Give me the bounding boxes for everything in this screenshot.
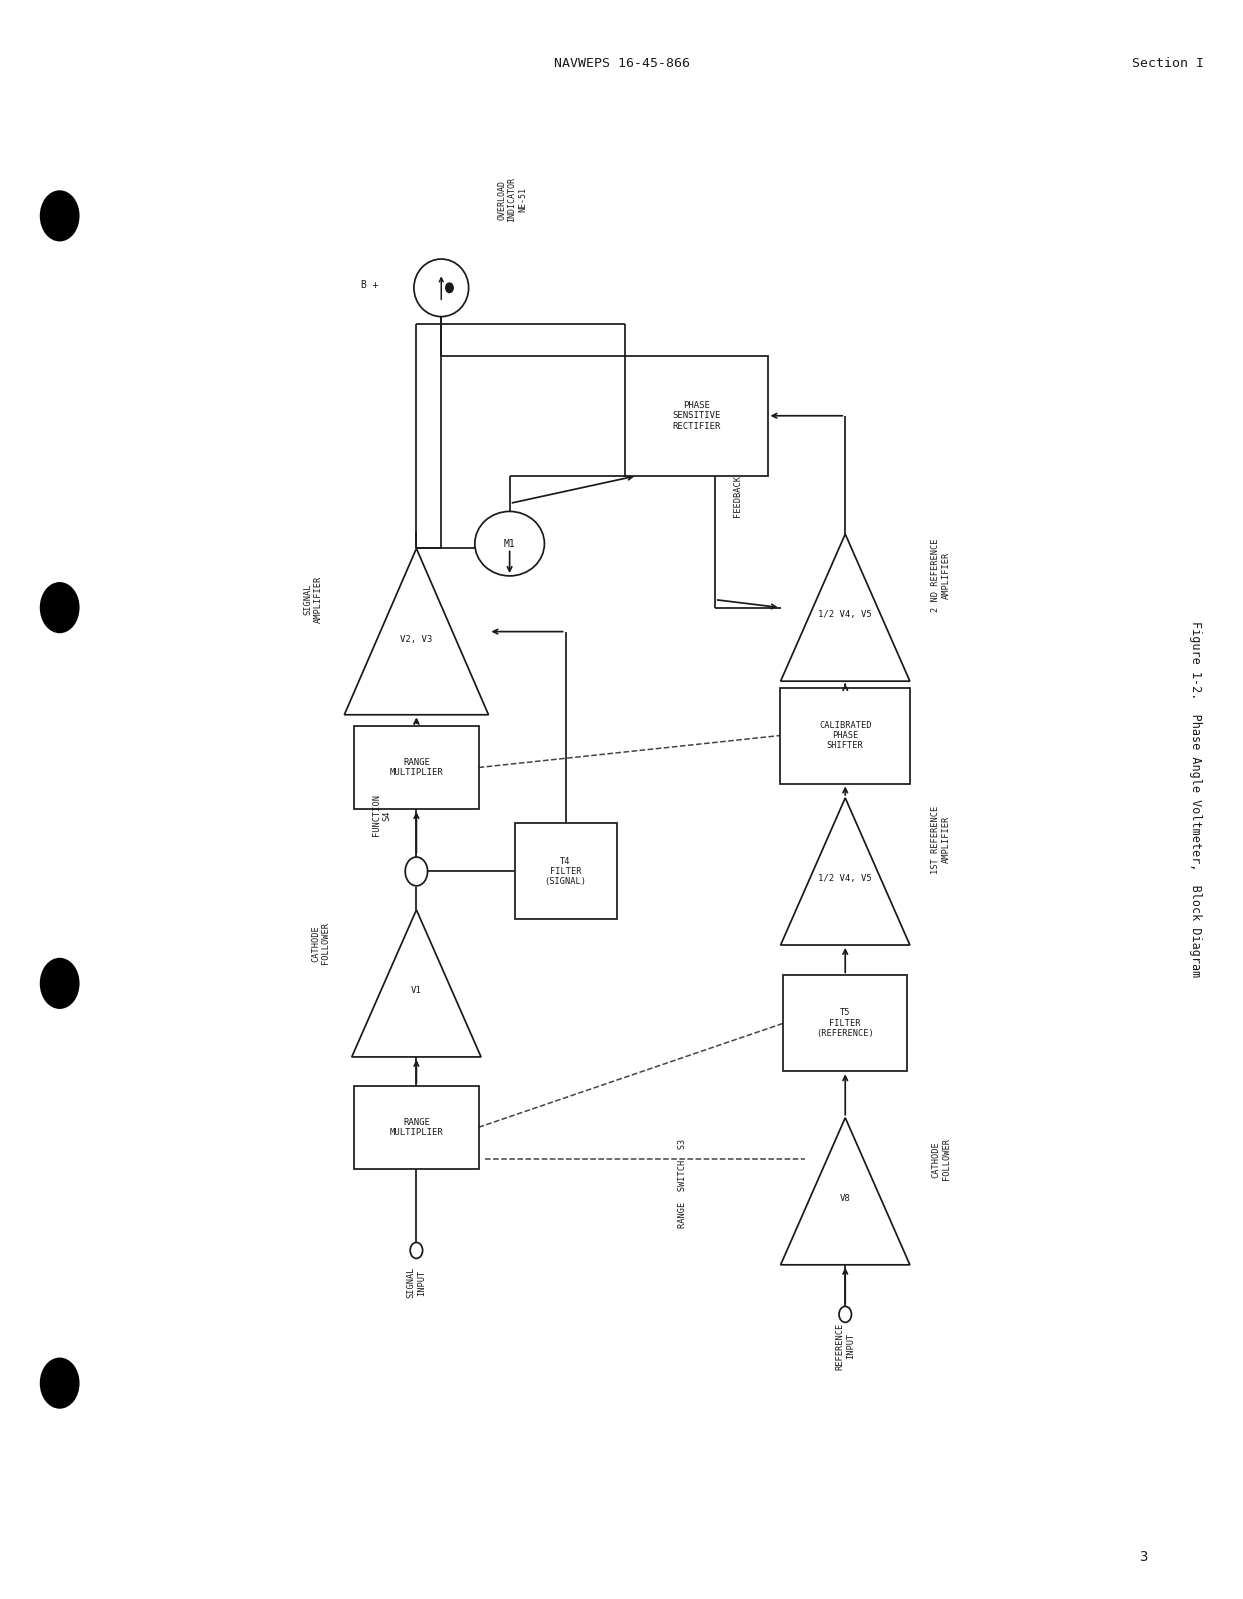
Text: 1ST REFERENCE
AMPLIFIER: 1ST REFERENCE AMPLIFIER [931, 806, 951, 873]
Text: RANGE  SWITCH  S3: RANGE SWITCH S3 [677, 1138, 687, 1228]
Bar [625, 357, 767, 477]
Circle shape [446, 283, 454, 293]
Text: 1/2 V4, V5: 1/2 V4, V5 [818, 611, 873, 619]
Bar [354, 1086, 479, 1169]
Text: OVERLOAD
INDICATOR
NE-51: OVERLOAD INDICATOR NE-51 [497, 177, 527, 222]
Polygon shape [781, 1118, 910, 1265]
Circle shape [405, 857, 428, 886]
Text: V8: V8 [840, 1194, 850, 1202]
Circle shape [40, 958, 80, 1009]
Circle shape [410, 1242, 423, 1258]
Text: FEEDBACK: FEEDBACK [732, 475, 742, 516]
Text: V1: V1 [411, 987, 421, 995]
Ellipse shape [414, 259, 469, 317]
Circle shape [40, 1358, 80, 1409]
Bar [783, 975, 907, 1071]
Text: CATHODE
FOLLOWER: CATHODE FOLLOWER [931, 1138, 951, 1180]
Polygon shape [344, 548, 488, 715]
Ellipse shape [475, 512, 544, 576]
Text: B +: B + [362, 280, 379, 289]
Text: RANGE
MULTIPLIER: RANGE MULTIPLIER [389, 1118, 444, 1137]
Text: Section I: Section I [1132, 58, 1204, 70]
Text: V2, V3: V2, V3 [400, 635, 433, 644]
Text: 1/2 V4, V5: 1/2 V4, V5 [818, 875, 873, 883]
Text: FUNCTION
S4: FUNCTION S4 [372, 795, 392, 836]
Polygon shape [781, 534, 910, 681]
Text: PHASE
SENSITIVE
RECTIFIER: PHASE SENSITIVE RECTIFIER [672, 401, 720, 430]
Bar [515, 823, 617, 919]
Text: T4
FILTER
(SIGNAL): T4 FILTER (SIGNAL) [544, 857, 587, 886]
Text: RANGE
MULTIPLIER: RANGE MULTIPLIER [389, 758, 444, 777]
Polygon shape [352, 910, 481, 1057]
Text: M1: M1 [503, 539, 516, 548]
Polygon shape [781, 798, 910, 945]
Text: CATHODE
FOLLOWER: CATHODE FOLLOWER [311, 923, 331, 964]
Text: 2 ND REFERENCE
AMPLIFIER: 2 ND REFERENCE AMPLIFIER [931, 539, 951, 612]
Text: 3: 3 [1140, 1551, 1147, 1564]
Text: REFERENCE
INPUT: REFERENCE INPUT [835, 1322, 855, 1370]
Bar [781, 688, 910, 784]
Text: T5
FILTER
(REFERENCE): T5 FILTER (REFERENCE) [817, 1009, 874, 1038]
Text: CALIBRATED
PHASE
SHIFTER: CALIBRATED PHASE SHIFTER [819, 721, 871, 750]
Circle shape [40, 582, 80, 633]
Text: SIGNAL
AMPLIFIER: SIGNAL AMPLIFIER [303, 576, 323, 624]
Circle shape [40, 190, 80, 241]
Circle shape [839, 1306, 851, 1322]
Bar [354, 726, 479, 809]
Text: NAVWEPS 16-45-866: NAVWEPS 16-45-866 [553, 58, 690, 70]
Text: SIGNAL
INPUT: SIGNAL INPUT [406, 1266, 426, 1298]
Text: Figure 1-2.  Phase Angle Voltmeter,  Block Diagram: Figure 1-2. Phase Angle Voltmeter, Block… [1190, 622, 1202, 977]
